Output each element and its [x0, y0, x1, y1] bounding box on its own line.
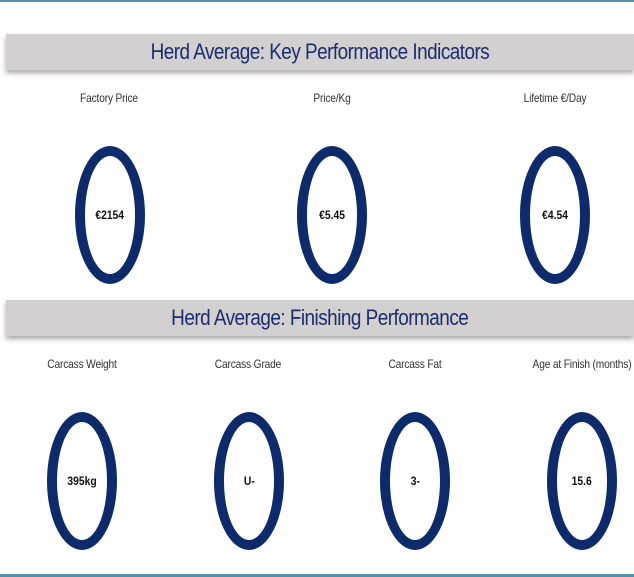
age-at-finish-value: 15.6: [571, 474, 593, 488]
carcass-grade-value: U-: [243, 474, 255, 488]
price-per-kg-label: Price/Kg: [313, 91, 351, 105]
carcass-weight-label: Carcass Weight: [47, 357, 117, 371]
carcass-fat-label: Carcass Fat: [388, 357, 442, 371]
frame-bottom-border: [0, 574, 634, 577]
carcass-weight-ring[interactable]: 395kg: [47, 412, 117, 550]
factory-price-label: Factory Price: [80, 91, 138, 105]
factory-price-ring[interactable]: €2154: [75, 146, 145, 284]
age-at-finish-ring[interactable]: 15.6: [547, 412, 617, 550]
carcass-grade-label: Carcass Grade: [214, 357, 282, 371]
finishing-section-header: Herd Average: Finishing Performance: [6, 300, 634, 336]
carcass-grade-ring[interactable]: U-: [214, 412, 284, 550]
finishing-section-title: Herd Average: Finishing Performance: [171, 305, 469, 330]
lifetime-per-day-ring[interactable]: €4.54: [520, 146, 590, 284]
age-at-finish-label: Age at Finish (months): [532, 357, 632, 371]
lifetime-per-day-label: Lifetime €/Day: [523, 91, 587, 105]
carcass-weight-value: 395kg: [67, 474, 97, 488]
frame-top-border: [0, 0, 634, 2]
lifetime-per-day-value: €4.54: [542, 208, 568, 222]
carcass-fat-value: 3-: [410, 474, 420, 488]
price-per-kg-ring[interactable]: €5.45: [297, 146, 367, 284]
factory-price-value: €2154: [95, 208, 125, 222]
kpi-section-header: Herd Average: Key Performance Indicators: [6, 34, 634, 70]
price-per-kg-value: €5.45: [319, 208, 345, 222]
carcass-fat-ring[interactable]: 3-: [380, 412, 450, 550]
kpi-section-title: Herd Average: Key Performance Indicators: [150, 39, 490, 64]
